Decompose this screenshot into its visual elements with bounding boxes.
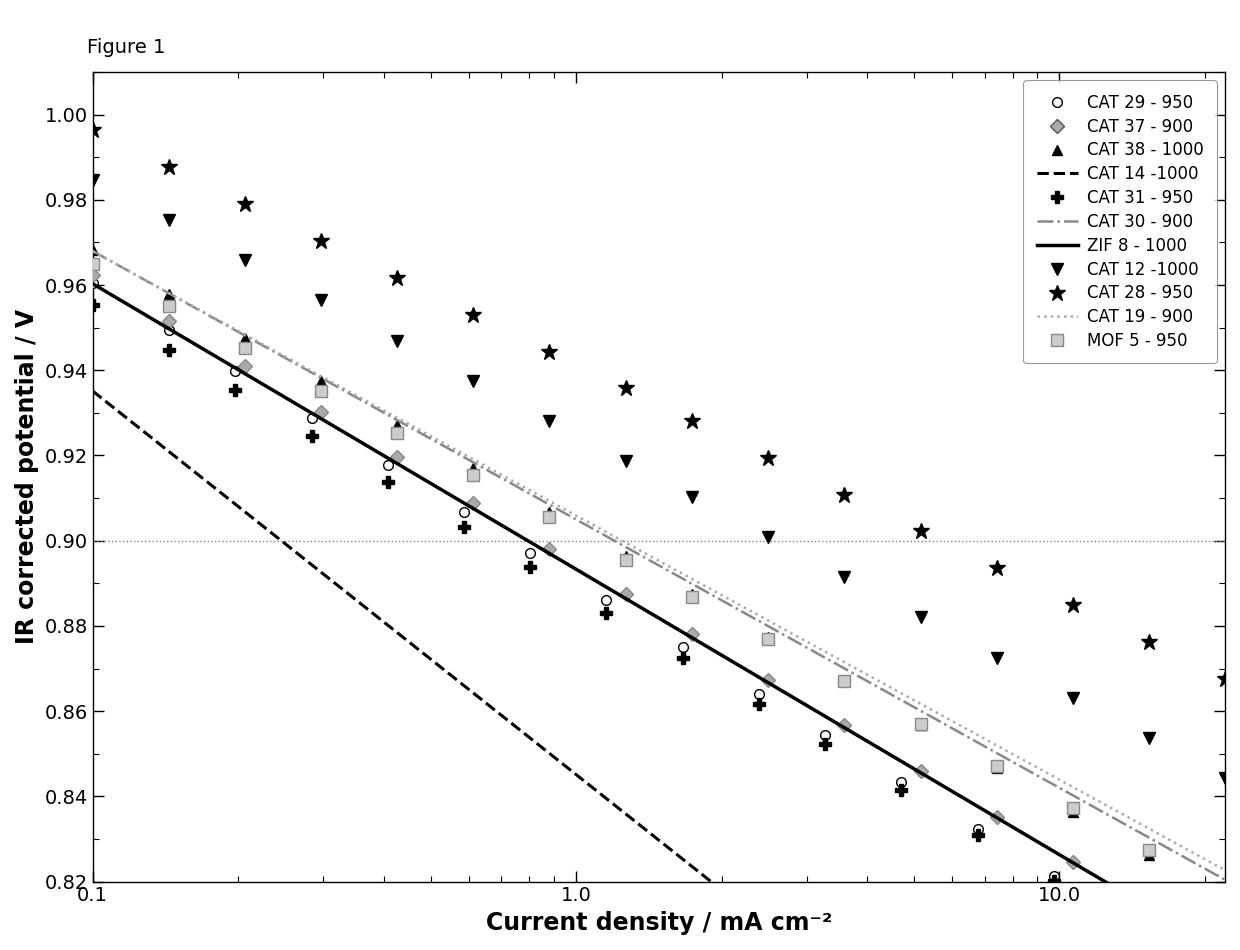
Text: Figure 1: Figure 1 bbox=[87, 38, 165, 57]
Y-axis label: IR corrected potential / V: IR corrected potential / V bbox=[15, 310, 38, 644]
Legend: CAT 29 - 950, CAT 37 - 900, CAT 38 - 1000, CAT 14 -1000, CAT 31 - 950, CAT 30 - : CAT 29 - 950, CAT 37 - 900, CAT 38 - 100… bbox=[1023, 81, 1216, 363]
X-axis label: Current density / mA cm⁻²: Current density / mA cm⁻² bbox=[486, 911, 832, 935]
